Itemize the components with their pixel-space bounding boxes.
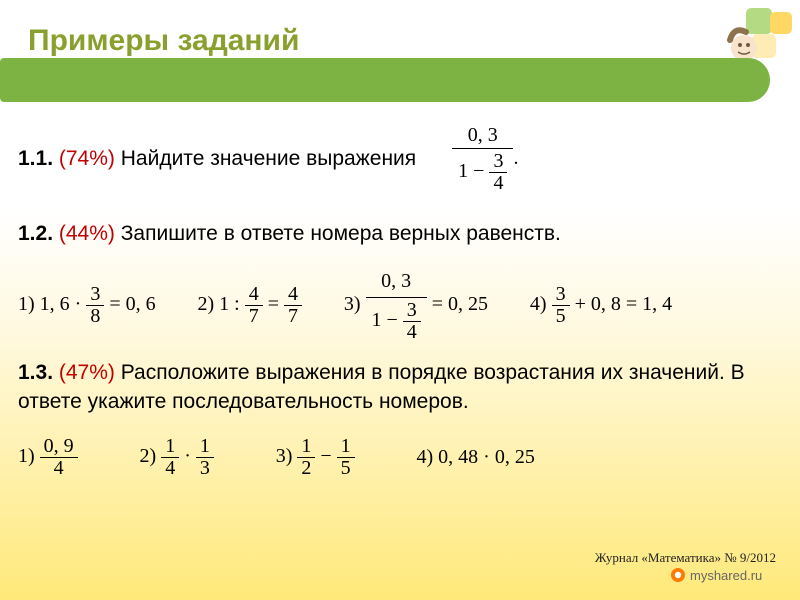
frac2-den: 5: [337, 458, 355, 479]
task-1-2-equations: 1) 1, 6 · 3 8 = 0, 6 2) 1 : 4 7 = 4: [18, 268, 778, 343]
item-mid: −: [320, 445, 331, 467]
item-expr: 0, 48 · 0, 25: [438, 446, 535, 468]
task-1-1: 1.1. (74%) Найдите значение выражения 0,…: [18, 125, 778, 194]
watermark: myshared.ru: [668, 563, 778, 592]
expression-item: 3) 1 2 − 1 5: [276, 436, 355, 479]
frac1-den: 7: [245, 306, 263, 327]
frac2-den: 3: [196, 458, 214, 479]
item-rhs: + 0, 8 = 1, 4: [575, 293, 673, 315]
task-percent: (74%): [59, 147, 115, 170]
nested-top: 0, 3: [366, 268, 427, 298]
item-number: 2): [140, 445, 157, 467]
task-percent: (44%): [59, 222, 115, 245]
item-rhs: = 0, 6: [109, 293, 155, 315]
frac2-den: 7: [284, 306, 302, 327]
frac1-num: 1: [297, 436, 315, 458]
frac-den: 4: [40, 458, 78, 479]
slide: Примеры заданий 1.1. (74%) Найдите значе…: [0, 0, 800, 600]
item-lhs: 1 :: [219, 293, 240, 315]
item-mid: ·: [184, 445, 191, 467]
item-number: 1): [18, 445, 35, 467]
item-number: 3): [344, 293, 361, 315]
equation-item: 3) 0, 3 1 − 3 4 = 0, 25: [344, 268, 488, 343]
frac-num: 3: [552, 284, 570, 306]
page-title: Примеры заданий: [28, 24, 299, 58]
item-number: 3): [276, 445, 293, 467]
frac-den: 8: [86, 306, 104, 327]
frac1-den: 2: [297, 458, 315, 479]
task-text: Найдите значение выражения: [121, 147, 416, 170]
expr-den-frac-den: 4: [489, 173, 507, 194]
frac1-den: 4: [161, 458, 179, 479]
nested-bot-den: 4: [403, 322, 421, 343]
task-text: Запишите в ответе номера верных равенств…: [121, 222, 561, 245]
frac2-num: 1: [196, 436, 214, 458]
task-1-3: 1.3. (47%) Расположите выражения в поряд…: [18, 359, 778, 416]
equation-item: 4) 3 5 + 0, 8 = 1, 4: [530, 284, 672, 327]
frac-den: 5: [552, 306, 570, 327]
watermark-text: myshared.ru: [690, 568, 762, 583]
frac-num: 3: [86, 284, 104, 306]
item-number: 1): [18, 293, 35, 315]
task-1-2: 1.2. (44%) Запишите в ответе номера верн…: [18, 220, 778, 248]
expression-item: 1) 0, 9 4: [18, 436, 78, 479]
frac-num: 0, 9: [40, 436, 78, 458]
expr-trailing-dot: .: [513, 147, 518, 169]
task-number: 1.1.: [18, 147, 53, 170]
frac2-num: 4: [284, 284, 302, 306]
content-area: 1.1. (74%) Найдите значение выражения 0,…: [18, 125, 778, 495]
expr-den-frac-num: 3: [489, 151, 507, 173]
equation-item: 2) 1 : 4 7 = 4 7: [197, 284, 302, 327]
title-band: [0, 58, 770, 102]
item-number: 2): [197, 293, 214, 315]
frac2-num: 1: [337, 436, 355, 458]
item-rhs: = 0, 25: [432, 293, 488, 315]
item-left: 1, 6 ·: [40, 293, 82, 315]
expression-item: 4) 0, 48 · 0, 25: [417, 444, 535, 471]
nested-bot-left: 1 −: [372, 309, 398, 331]
task-text: Расположите выражения в порядке возраста…: [18, 361, 745, 412]
equation-item: 1) 1, 6 · 3 8 = 0, 6: [18, 284, 156, 327]
frac1-num: 1: [161, 436, 179, 458]
item-eq: =: [268, 293, 279, 315]
task-1-expression: 0, 3 1 − 3 4 .: [452, 125, 518, 194]
expression-item: 2) 1 4 · 1 3: [140, 436, 214, 479]
expr-numerator: 0, 3: [452, 125, 513, 149]
task-1-3-expressions: 1) 0, 9 4 2) 1 4 · 1 3: [18, 436, 778, 479]
nested-bot-num: 3: [403, 300, 421, 322]
task-number: 1.2.: [18, 222, 53, 245]
item-number: 4): [530, 293, 547, 315]
task-percent: (47%): [59, 361, 115, 384]
task-number: 1.3.: [18, 361, 53, 384]
item-number: 4): [417, 446, 434, 468]
expr-den-left: 1 −: [458, 160, 484, 182]
frac1-num: 4: [245, 284, 263, 306]
